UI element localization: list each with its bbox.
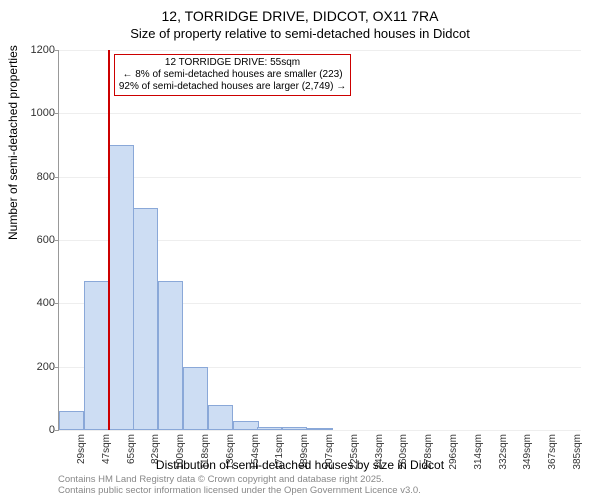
x-axis-label: Distribution of semi-detached houses by …: [0, 458, 600, 472]
gridline: [59, 430, 581, 431]
y-tickmark: [55, 430, 59, 431]
histogram-bar: [183, 367, 208, 430]
histogram-bar: [208, 405, 233, 430]
y-axis-label: Number of semi-detached properties: [6, 45, 20, 240]
footer-attribution: Contains HM Land Registry data © Crown c…: [58, 475, 421, 497]
gridline: [59, 113, 581, 114]
chart-title-line2: Size of property relative to semi-detach…: [0, 26, 600, 41]
chart-title-line1: 12, TORRIDGE DRIVE, DIDCOT, OX11 7RA: [0, 8, 600, 24]
y-tick-label: 800: [37, 171, 55, 183]
y-tick-label: 400: [37, 297, 55, 309]
chart-container: 12, TORRIDGE DRIVE, DIDCOT, OX11 7RA Siz…: [0, 0, 600, 500]
histogram-bar: [109, 145, 134, 430]
histogram-bar: [59, 411, 84, 430]
y-tickmark: [55, 303, 59, 304]
plot-area: 02004006008001000120029sqm47sqm65sqm82sq…: [58, 50, 581, 431]
histogram-bar: [282, 427, 307, 430]
y-tick-label: 1200: [31, 44, 55, 56]
histogram-bar: [257, 427, 282, 430]
gridline: [59, 177, 581, 178]
reference-line: [108, 50, 110, 430]
y-tick-label: 600: [37, 234, 55, 246]
y-tickmark: [55, 240, 59, 241]
y-tickmark: [55, 177, 59, 178]
y-tickmark: [55, 50, 59, 51]
histogram-bar: [233, 421, 258, 431]
footer-line2: Contains public sector information licen…: [58, 486, 421, 497]
y-tick-label: 1000: [31, 107, 55, 119]
y-tick-label: 200: [37, 361, 55, 373]
y-tickmark: [55, 367, 59, 368]
histogram-bar: [84, 281, 109, 430]
histogram-bar: [307, 428, 332, 430]
histogram-bar: [133, 208, 158, 430]
histogram-bar: [158, 281, 183, 430]
annotation-line: 12 TORRIDGE DRIVE: 55sqm: [119, 57, 346, 69]
gridline: [59, 50, 581, 51]
y-tickmark: [55, 113, 59, 114]
y-tick-label: 0: [49, 424, 55, 436]
annotation-line: ← 8% of semi-detached houses are smaller…: [119, 69, 346, 81]
annotation-box: 12 TORRIDGE DRIVE: 55sqm← 8% of semi-det…: [114, 54, 351, 96]
annotation-line: 92% of semi-detached houses are larger (…: [119, 81, 346, 93]
